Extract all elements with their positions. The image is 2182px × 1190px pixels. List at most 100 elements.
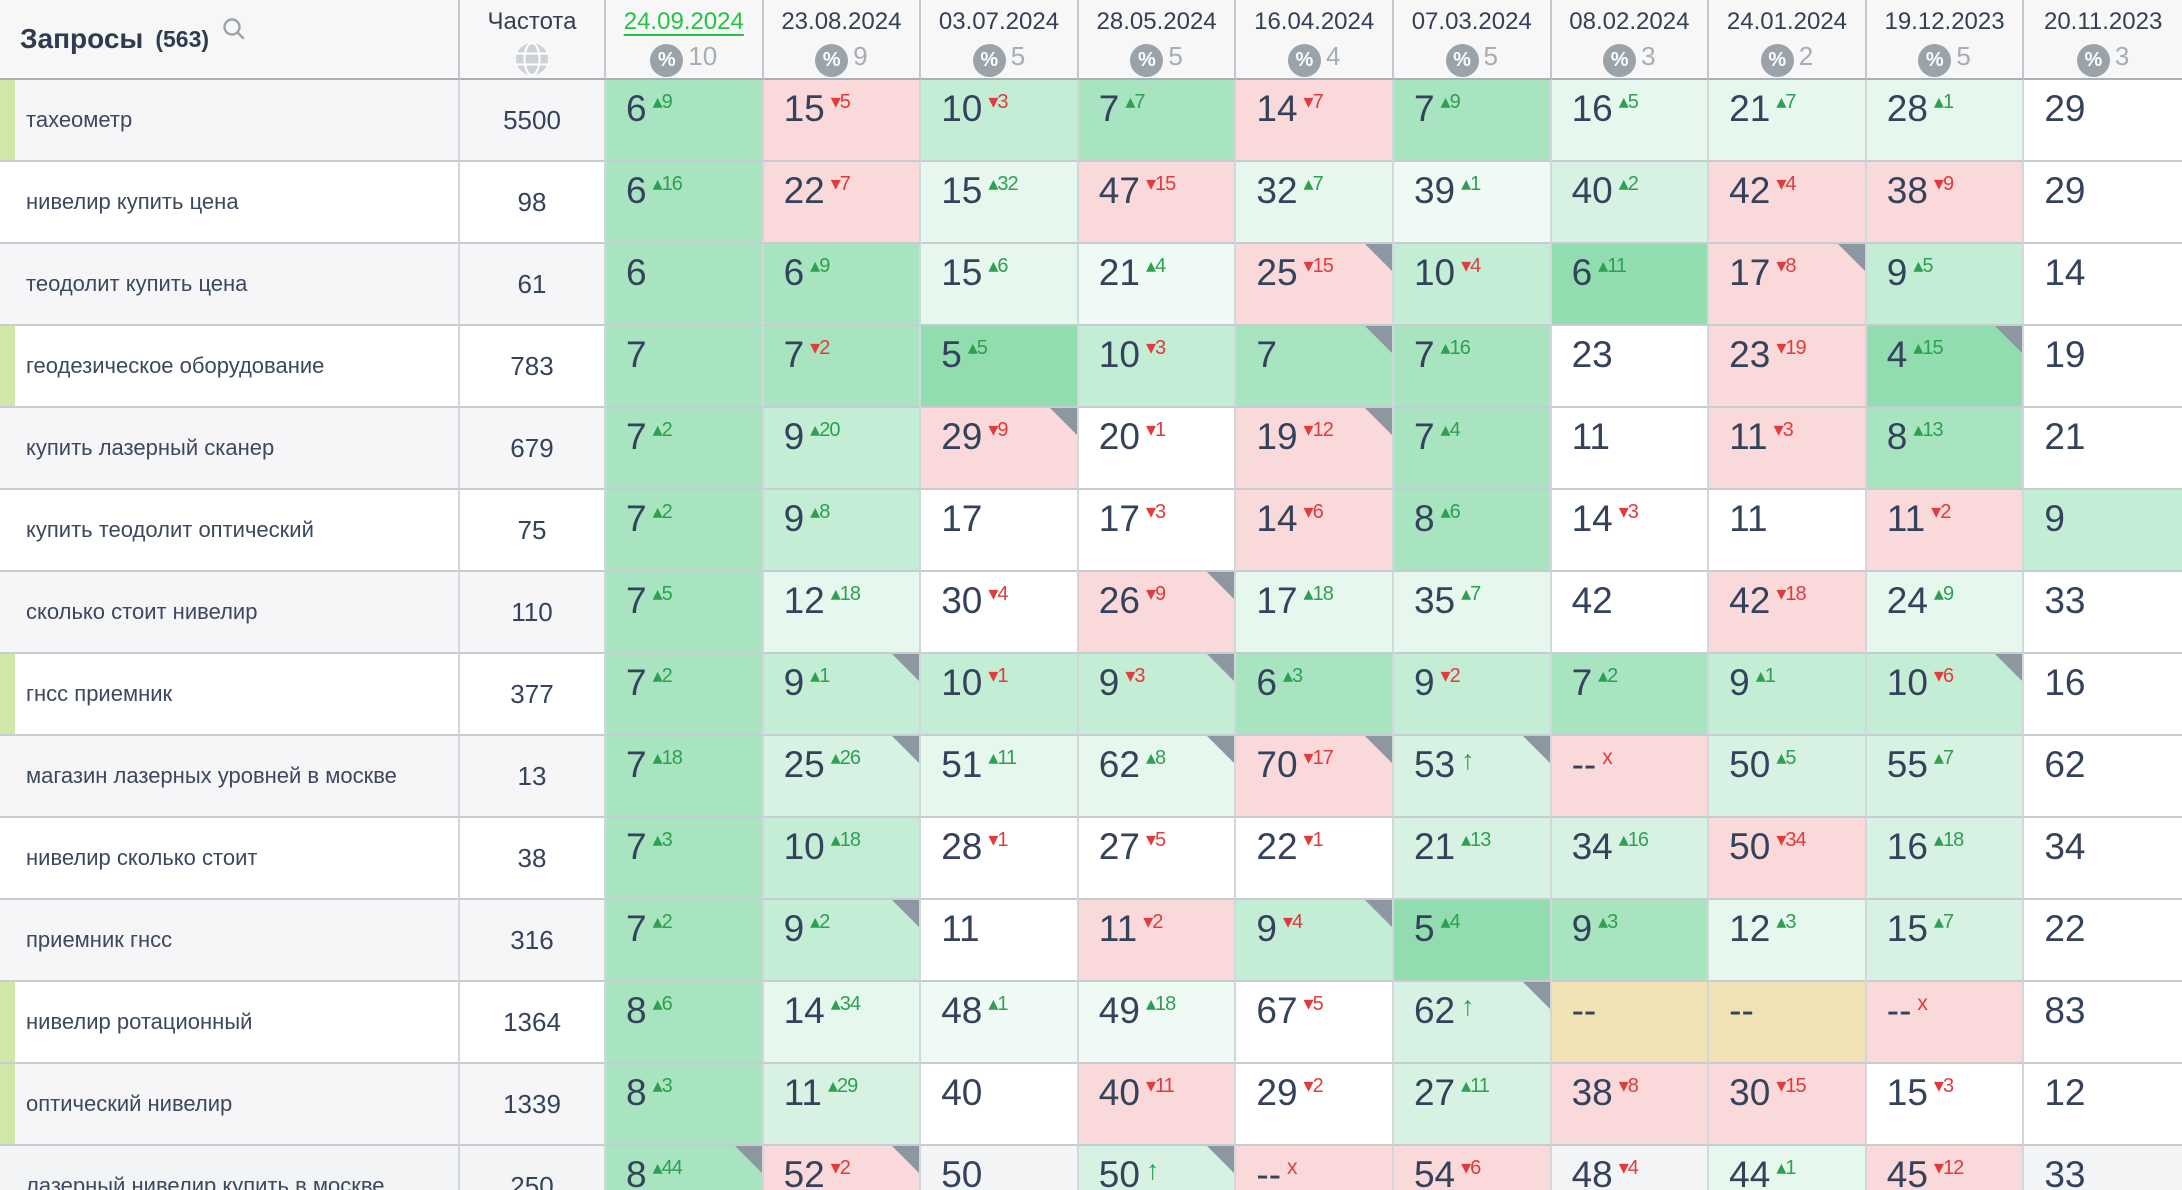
position-cell[interactable]: 40 ▴2 [1551, 162, 1710, 244]
keyword-cell[interactable]: нивелир ротационный [0, 982, 460, 1064]
position-cell[interactable]: 29 ▾9 [921, 408, 1079, 490]
position-cell[interactable]: 14 [2024, 244, 2182, 326]
frequency-header[interactable]: Частота [460, 0, 606, 80]
date-label[interactable]: 24.09.2024 [623, 8, 744, 35]
position-cell[interactable]: 8 ▴13 [1866, 408, 2025, 490]
position-cell[interactable]: 7 ▴7 [1078, 80, 1237, 162]
date-column-header[interactable]: 03.07.2024 % 5 [921, 0, 1079, 80]
position-cell[interactable]: 30 ▾15 [1709, 1064, 1867, 1146]
position-cell[interactable]: 45 ▾12 [1866, 1146, 2025, 1190]
position-cell[interactable]: 8 ▴44 [606, 1146, 764, 1190]
keyword-cell[interactable]: геодезическое оборудование [0, 326, 460, 408]
position-cell[interactable]: 6 ▴16 [606, 162, 764, 244]
position-cell[interactable]: 33 [2024, 572, 2182, 654]
position-cell[interactable]: 7 ▴16 [1393, 326, 1552, 408]
date-label[interactable]: 28.05.2024 [1096, 8, 1217, 35]
position-cell[interactable]: 22 ▾1 [1236, 818, 1394, 900]
position-cell[interactable]: 7 ▴4 [1393, 408, 1552, 490]
position-cell[interactable]: 21 ▴7 [1709, 80, 1867, 162]
position-cell[interactable]: 25 ▾15 [1236, 244, 1394, 326]
position-cell[interactable]: 27 ▾5 [1078, 818, 1237, 900]
position-cell[interactable]: 20 ▾1 [1078, 408, 1237, 490]
date-column-header[interactable]: 28.05.2024 % 5 [1078, 0, 1237, 80]
position-cell[interactable]: 12 ▴3 [1709, 900, 1867, 982]
position-cell[interactable]: 9 ▾2 [1393, 654, 1552, 736]
position-cell[interactable]: 9 [2024, 490, 2182, 572]
position-cell[interactable]: 5 ▴5 [921, 326, 1079, 408]
position-cell[interactable]: 14 ▾3 [1551, 490, 1710, 572]
position-cell[interactable]: 15 ▾3 [1866, 1064, 2025, 1146]
keyword-cell[interactable]: нивелир купить цена [0, 162, 460, 244]
keyword-cell[interactable]: магазин лазерных уровней в москве [0, 736, 460, 818]
date-column-header[interactable]: 24.01.2024 % 2 [1709, 0, 1867, 80]
position-cell[interactable]: 26 ▾9 [1078, 572, 1237, 654]
position-cell[interactable]: 6 ▴9 [763, 244, 922, 326]
position-cell[interactable]: 17 ▴18 [1236, 572, 1394, 654]
position-cell[interactable]: 12 ▴18 [763, 572, 922, 654]
position-cell[interactable]: 7 ▴3 [606, 818, 764, 900]
position-cell[interactable]: 34 [2024, 818, 2182, 900]
position-cell[interactable]: 32 ▴7 [1236, 162, 1394, 244]
position-cell[interactable]: 10 ▾3 [921, 80, 1079, 162]
date-label[interactable]: 23.08.2024 [781, 8, 902, 35]
position-cell[interactable]: 50 ▴5 [1709, 736, 1867, 818]
date-column-header[interactable]: 08.02.2024 % 3 [1551, 0, 1710, 80]
position-cell[interactable]: 83 [2024, 982, 2182, 1064]
position-cell[interactable]: -- x [1236, 1146, 1394, 1190]
position-cell[interactable]: 11 ▾2 [1866, 490, 2025, 572]
position-cell[interactable]: 29 [2024, 80, 2182, 162]
position-cell[interactable]: 40 ▾11 [1078, 1064, 1237, 1146]
date-column-header[interactable]: 16.04.2024 % 4 [1236, 0, 1394, 80]
position-cell[interactable]: 50 ▾34 [1709, 818, 1867, 900]
position-cell[interactable]: 15 ▴7 [1866, 900, 2025, 982]
position-cell[interactable]: 17 ▾8 [1709, 244, 1867, 326]
position-cell[interactable]: 23 [1551, 326, 1710, 408]
position-cell[interactable]: 22 ▾7 [763, 162, 922, 244]
position-cell[interactable]: 28 ▴1 [1866, 80, 2025, 162]
position-cell[interactable]: 16 ▴18 [1866, 818, 2025, 900]
keyword-cell[interactable]: теодолит купить цена [0, 244, 460, 326]
position-cell[interactable]: 7 ▴2 [606, 654, 764, 736]
keyword-cell[interactable]: приемник гнсс [0, 900, 460, 982]
position-cell[interactable]: 12 [2024, 1064, 2182, 1146]
position-cell[interactable]: 11 [1551, 408, 1710, 490]
position-cell[interactable]: 17 ▾3 [1078, 490, 1237, 572]
position-cell[interactable]: 5 ▴4 [1393, 900, 1552, 982]
date-column-header[interactable]: 23.08.2024 % 9 [763, 0, 922, 80]
position-cell[interactable]: 11 ▴29 [763, 1064, 922, 1146]
position-cell[interactable]: 35 ▴7 [1393, 572, 1552, 654]
position-cell[interactable]: 6 [606, 244, 764, 326]
position-cell[interactable]: 44 ▴1 [1709, 1146, 1867, 1190]
position-cell[interactable]: 51 ▴11 [921, 736, 1079, 818]
position-cell[interactable]: 40 [921, 1064, 1079, 1146]
position-cell[interactable]: 55 ▴7 [1866, 736, 2025, 818]
position-cell[interactable]: 10 ▾3 [1078, 326, 1237, 408]
position-cell[interactable]: 42 [1551, 572, 1710, 654]
position-cell[interactable]: 15 ▴32 [921, 162, 1079, 244]
position-cell[interactable]: 34 ▴16 [1551, 818, 1710, 900]
position-cell[interactable]: 23 ▾19 [1709, 326, 1867, 408]
position-cell[interactable]: 6 ▴9 [606, 80, 764, 162]
position-cell[interactable]: -- x [1866, 982, 2025, 1064]
position-cell[interactable]: 42 ▾18 [1709, 572, 1867, 654]
keyword-cell[interactable]: оптический нивелир [0, 1064, 460, 1146]
position-cell[interactable]: 49 ▴18 [1078, 982, 1237, 1064]
date-column-header[interactable]: 19.12.2023 % 5 [1866, 0, 2025, 80]
position-cell[interactable]: 70 ▾17 [1236, 736, 1394, 818]
position-cell[interactable]: 11 ▾2 [1078, 900, 1237, 982]
position-cell[interactable]: 22 [2024, 900, 2182, 982]
position-cell[interactable]: 19 [2024, 326, 2182, 408]
position-cell[interactable]: 6 ▴3 [1236, 654, 1394, 736]
position-cell[interactable]: 7 ▾2 [763, 326, 922, 408]
position-cell[interactable]: 7 ▴2 [606, 408, 764, 490]
position-cell[interactable]: 62 ▴8 [1078, 736, 1237, 818]
position-cell[interactable]: -- [1709, 982, 1867, 1064]
position-cell[interactable]: 28 ▾1 [921, 818, 1079, 900]
position-cell[interactable]: 38 ▾8 [1551, 1064, 1710, 1146]
date-label[interactable]: 24.01.2024 [1726, 8, 1848, 35]
date-label[interactable]: 07.03.2024 [1411, 8, 1532, 35]
position-cell[interactable]: 7 [606, 326, 764, 408]
position-cell[interactable]: 15 ▾5 [763, 80, 922, 162]
position-cell[interactable]: 9 ▾4 [1236, 900, 1394, 982]
position-cell[interactable]: 21 [2024, 408, 2182, 490]
